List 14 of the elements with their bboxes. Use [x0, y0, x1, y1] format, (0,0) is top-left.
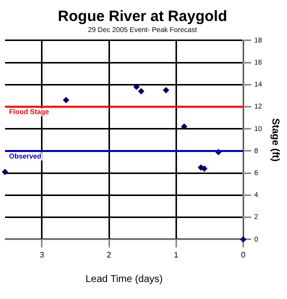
point	[240, 236, 246, 242]
point	[63, 97, 70, 104]
chart-title: Rogue River at Raygold	[58, 8, 228, 26]
x-tick-label: 2	[106, 250, 112, 260]
x-tick-label: 1	[174, 250, 179, 260]
point	[138, 88, 144, 94]
x-tick-label: 0	[240, 250, 246, 260]
point	[181, 124, 188, 130]
x-axis-title: Lead Time (days)	[85, 274, 163, 285]
point	[163, 87, 170, 94]
point	[2, 168, 8, 175]
x-tick-label: 3	[40, 250, 45, 260]
y-axis-title: Stage (ft)	[269, 118, 280, 162]
point	[134, 84, 140, 90]
